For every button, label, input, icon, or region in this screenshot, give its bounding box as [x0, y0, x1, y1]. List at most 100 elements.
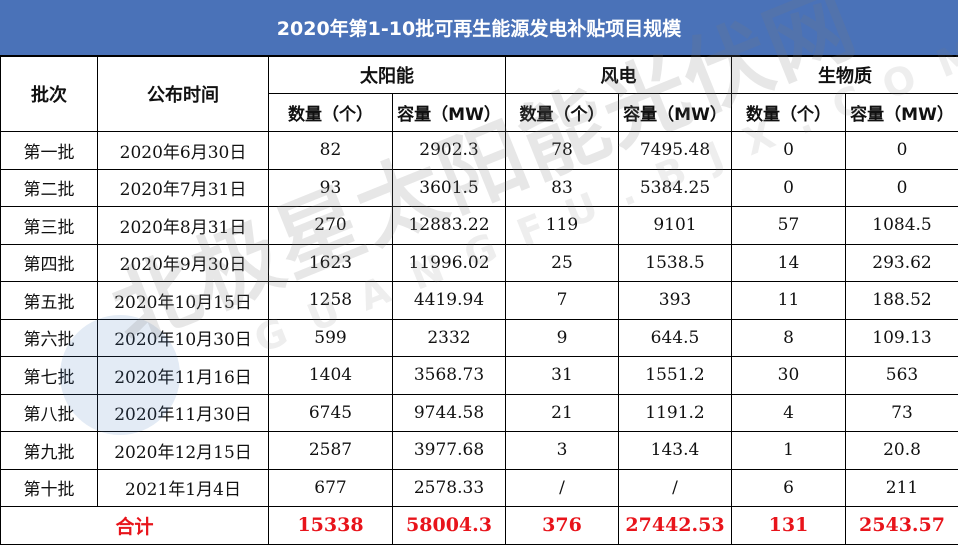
- cell-batch: 第二批: [0, 168, 98, 207]
- cell-wind-capacity: 1538.5: [618, 243, 732, 282]
- cell-biomass-count: 14: [731, 243, 846, 282]
- header-biomass-count: 数量（个）: [731, 93, 846, 132]
- header-solar-count: 数量（个）: [268, 93, 393, 132]
- cell-solar-capacity: 3568.73: [392, 356, 506, 395]
- cell-solar-capacity: 3977.68: [392, 431, 506, 470]
- total-solar-count: 15338: [268, 506, 393, 545]
- cell-batch: 第五批: [0, 281, 98, 320]
- cell-wind-count: 83: [505, 168, 619, 207]
- cell-solar-count: 93: [268, 168, 393, 207]
- table-row: 第四批 2020年9月30日 1623 11996.02 25 1538.5 14 293.6…: [0, 243, 958, 282]
- cell-biomass-count: 8: [731, 318, 846, 357]
- cell-solar-capacity: 9744.58: [392, 393, 506, 432]
- cell-wind-capacity: 644.5: [618, 318, 732, 357]
- cell-biomass-capacity: 1084.5: [845, 206, 958, 245]
- total-label: 合计: [0, 506, 269, 545]
- total-wind-capacity: 27442.53: [618, 506, 732, 545]
- total-biomass-count: 131: [731, 506, 846, 545]
- cell-solar-count: 1623: [268, 243, 393, 282]
- cell-solar-count: 599: [268, 318, 393, 357]
- cell-solar-capacity: 3601.5: [392, 168, 506, 207]
- cell-biomass-count: 1: [731, 431, 846, 470]
- table-row: 第五批 2020年10月15日 1258 4419.94 7 393 11 188.52: [0, 281, 958, 320]
- cell-wind-capacity: 1551.2: [618, 356, 732, 395]
- cell-wind-capacity: 9101: [618, 206, 732, 245]
- table-row: 第九批 2020年12月15日 2587 3977.68 3 143.4 1 20.8: [0, 431, 958, 470]
- cell-solar-capacity: 12883.22: [392, 206, 506, 245]
- header-biomass-capacity: 容量（MW）: [845, 93, 958, 132]
- cell-solar-capacity: 4419.94: [392, 281, 506, 320]
- cell-biomass-count: 6: [731, 468, 846, 507]
- header-solar: 太阳能: [268, 56, 506, 94]
- cell-batch: 第一批: [0, 131, 98, 170]
- subsidy-table: 批次 公布时间 太阳能 风电 生物质 数量（个） 容量（MW） 数量（个） 容量…: [0, 56, 958, 545]
- cell-date: 2020年7月31日: [97, 168, 269, 207]
- cell-wind-count: 21: [505, 393, 619, 432]
- cell-biomass-count: 4: [731, 393, 846, 432]
- cell-biomass-capacity: 293.62: [845, 243, 958, 282]
- cell-date: 2020年11月16日: [97, 356, 269, 395]
- cell-date: 2021年1月4日: [97, 468, 269, 507]
- cell-solar-count: 270: [268, 206, 393, 245]
- cell-wind-count: 3: [505, 431, 619, 470]
- cell-wind-count: 119: [505, 206, 619, 245]
- cell-wind-capacity: 143.4: [618, 431, 732, 470]
- cell-solar-count: 677: [268, 468, 393, 507]
- cell-biomass-capacity: 188.52: [845, 281, 958, 320]
- cell-solar-count: 82: [268, 131, 393, 170]
- header-wind-count: 数量（个）: [505, 93, 619, 132]
- cell-batch: 第七批: [0, 356, 98, 395]
- table-row: 第三批 2020年8月31日 270 12883.22 119 9101 57 1084.5: [0, 206, 958, 245]
- cell-batch: 第八批: [0, 393, 98, 432]
- cell-date: 2020年10月30日: [97, 318, 269, 357]
- cell-wind-capacity: 393: [618, 281, 732, 320]
- cell-wind-capacity: 7495.48: [618, 131, 732, 170]
- cell-batch: 第九批: [0, 431, 98, 470]
- cell-wind-count: /: [505, 468, 619, 507]
- cell-biomass-capacity: 563: [845, 356, 958, 395]
- header-solar-capacity: 容量（MW）: [392, 93, 506, 132]
- table-row: 第一批 2020年6月30日 82 2902.3 78 7495.48 0 0: [0, 131, 958, 170]
- header-wind-capacity: 容量（MW）: [618, 93, 732, 132]
- cell-batch: 第十批: [0, 468, 98, 507]
- cell-biomass-count: 11: [731, 281, 846, 320]
- cell-biomass-count: 57: [731, 206, 846, 245]
- cell-wind-count: 25: [505, 243, 619, 282]
- cell-batch: 第三批: [0, 206, 98, 245]
- cell-wind-count: 78: [505, 131, 619, 170]
- table-row: 第八批 2020年11月30日 6745 9744.58 21 1191.2 4 73: [0, 393, 958, 432]
- cell-wind-count: 9: [505, 318, 619, 357]
- table-row: 第二批 2020年7月31日 93 3601.5 83 5384.25 0 0: [0, 168, 958, 207]
- cell-solar-count: 1404: [268, 356, 393, 395]
- cell-biomass-capacity: 20.8: [845, 431, 958, 470]
- cell-solar-count: 6745: [268, 393, 393, 432]
- total-solar-capacity: 58004.3: [392, 506, 506, 545]
- cell-biomass-capacity: 73: [845, 393, 958, 432]
- cell-date: 2020年10月15日: [97, 281, 269, 320]
- cell-biomass-capacity: 211: [845, 468, 958, 507]
- cell-biomass-capacity: 0: [845, 168, 958, 207]
- cell-biomass-count: 30: [731, 356, 846, 395]
- cell-wind-capacity: 1191.2: [618, 393, 732, 432]
- cell-solar-count: 2587: [268, 431, 393, 470]
- header-wind: 风电: [505, 56, 732, 94]
- cell-date: 2020年8月31日: [97, 206, 269, 245]
- cell-solar-capacity: 2332: [392, 318, 506, 357]
- cell-biomass-capacity: 109.13: [845, 318, 958, 357]
- table-title: 2020年第1-10批可再生能源发电补贴项目规模: [0, 0, 958, 56]
- cell-solar-count: 1258: [268, 281, 393, 320]
- cell-wind-count: 31: [505, 356, 619, 395]
- total-wind-count: 376: [505, 506, 619, 545]
- cell-solar-capacity: 2902.3: [392, 131, 506, 170]
- cell-biomass-count: 0: [731, 168, 846, 207]
- cell-wind-capacity: 5384.25: [618, 168, 732, 207]
- cell-date: 2020年9月30日: [97, 243, 269, 282]
- header-biomass: 生物质: [731, 56, 958, 94]
- total-biomass-capacity: 2543.57: [845, 506, 958, 545]
- cell-solar-capacity: 11996.02: [392, 243, 506, 282]
- cell-solar-capacity: 2578.33: [392, 468, 506, 507]
- table-row: 第六批 2020年10月30日 599 2332 9 644.5 8 109.13: [0, 318, 958, 357]
- cell-date: 2020年6月30日: [97, 131, 269, 170]
- cell-biomass-count: 0: [731, 131, 846, 170]
- cell-date: 2020年11月30日: [97, 393, 269, 432]
